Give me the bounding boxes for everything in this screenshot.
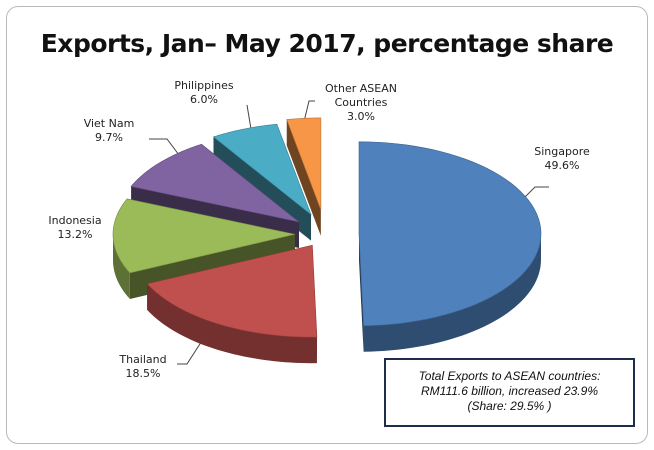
slice-thailand bbox=[146, 244, 318, 364]
pie-slices bbox=[112, 117, 542, 364]
slice-label-other-asean: Other ASEAN Countries 3.0% bbox=[325, 82, 397, 123]
slice-label-philippines: Philippines 6.0% bbox=[174, 79, 234, 106]
chart-title: Exports, Jan– May 2017, percentage share bbox=[40, 29, 614, 58]
slice-label-thailand: Thailand 18.5% bbox=[119, 353, 167, 380]
slice-label-viet-nam: Viet Nam 9.7% bbox=[83, 117, 135, 144]
chart-frame: Exports, Jan– May 2017, percentage share… bbox=[6, 6, 648, 444]
slice-singapore bbox=[358, 141, 542, 352]
summary-line-1: Total Exports to ASEAN countries: bbox=[418, 369, 601, 383]
slice-label-indonesia: Indonesia 13.2% bbox=[48, 214, 102, 241]
summary-box: Total Exports to ASEAN countries: RM111.… bbox=[384, 358, 635, 427]
summary-line-2: RM111.6 billion, increased 23.9% bbox=[421, 384, 598, 398]
summary-line-3: (Share: 29.5% ) bbox=[467, 399, 552, 413]
slice-other-asean bbox=[286, 117, 322, 236]
pie-chart bbox=[112, 100, 549, 365]
slice-label-singapore: Singapore 49.6% bbox=[534, 145, 590, 172]
